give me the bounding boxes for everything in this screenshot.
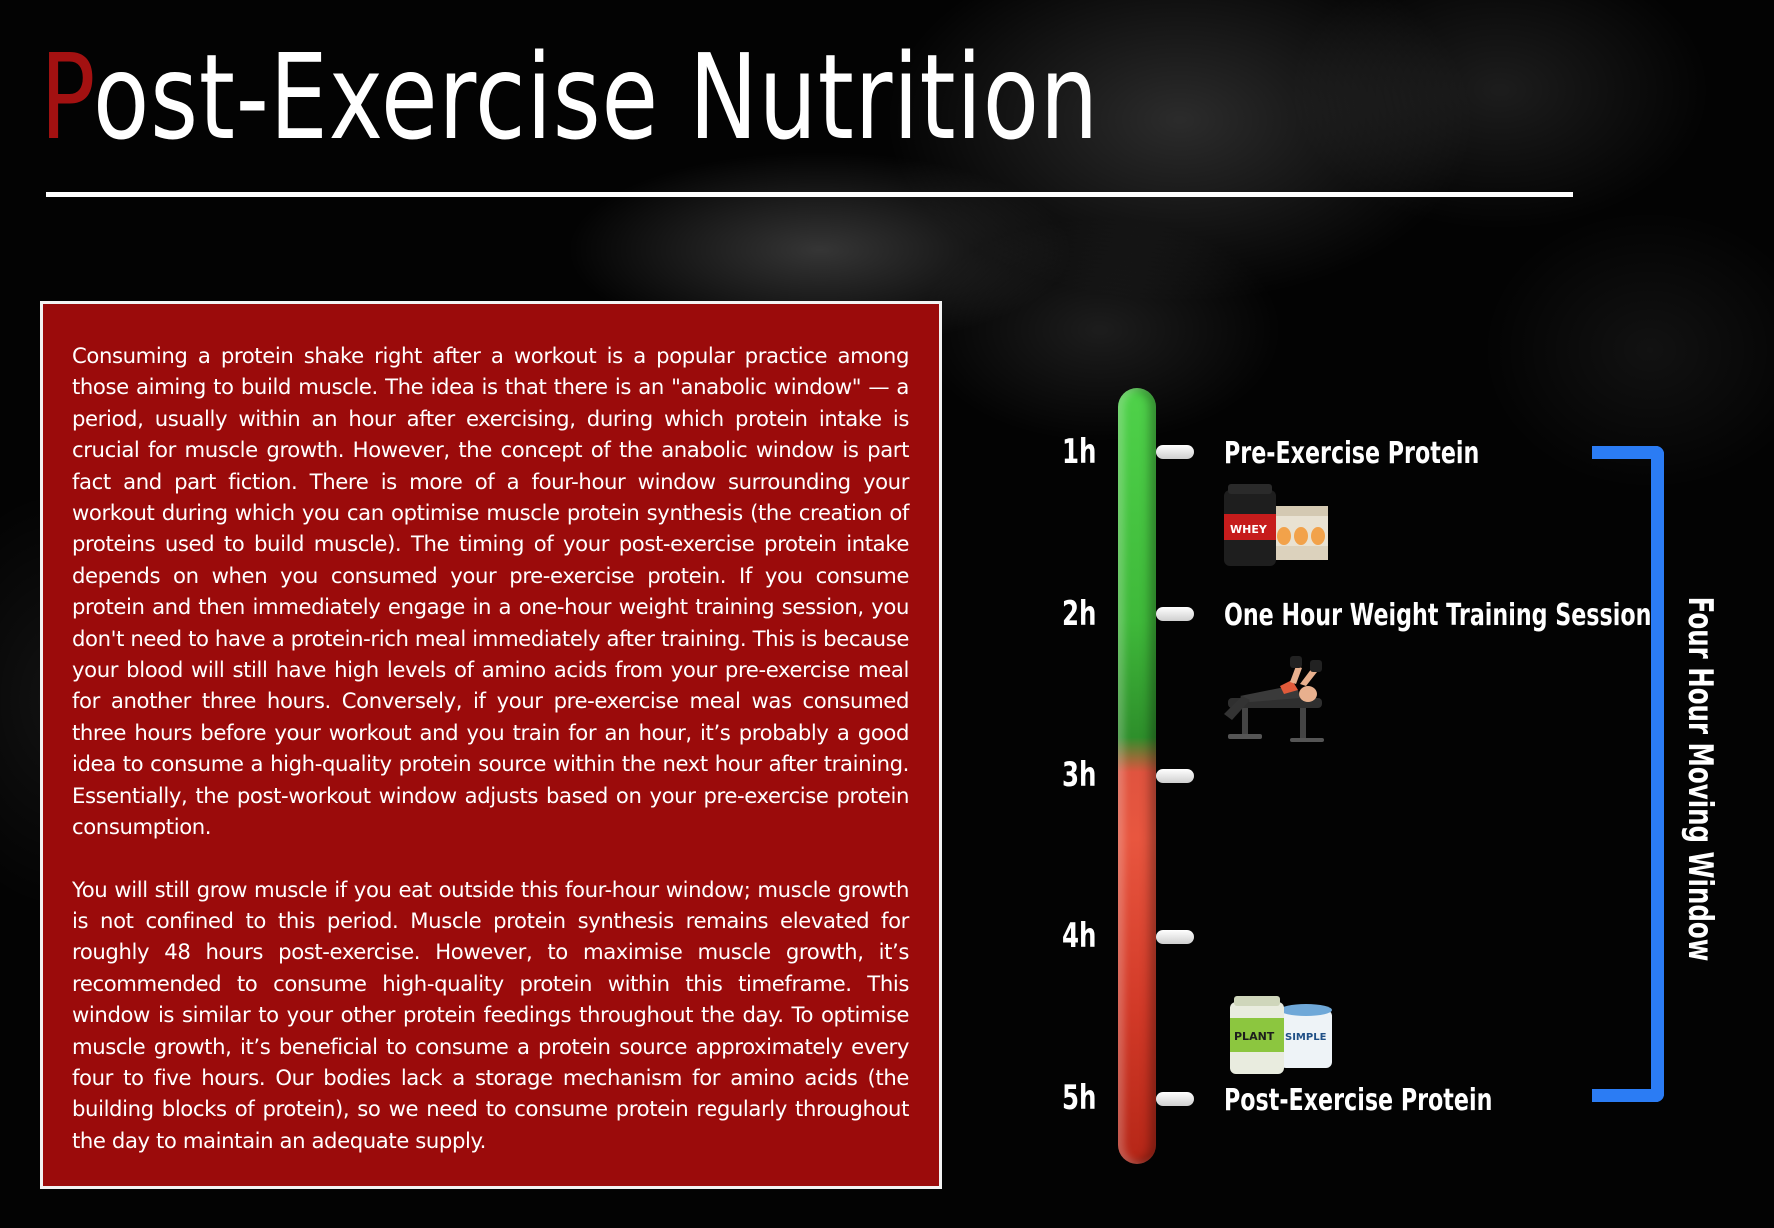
tick-mark-3h — [1156, 769, 1194, 783]
event-label-weight-training: One Hour Weight Training Session — [1224, 598, 1652, 633]
whey-tub-label: WHEY — [1230, 523, 1268, 536]
tick-label-3h: 3h — [1062, 755, 1097, 795]
four-hour-window-bracket — [1592, 446, 1664, 1102]
plant-tub-label: PLANT — [1234, 1030, 1275, 1043]
paragraph-1: Consuming a protein shake right after a … — [72, 343, 909, 840]
title-underline — [46, 192, 1573, 197]
event-label-post-exercise: Post-Exercise Protein — [1224, 1083, 1493, 1118]
tick-mark-5h — [1156, 1092, 1194, 1106]
tick-label-5h: 5h — [1062, 1078, 1097, 1118]
tick-mark-1h — [1156, 445, 1194, 459]
whey-protein-tub-and-eggs-icon: WHEY — [1224, 484, 1328, 566]
tick-label-4h: 4h — [1062, 916, 1097, 956]
tick-mark-2h — [1156, 607, 1194, 621]
page-title: Post-Exercise Nutrition — [40, 22, 1099, 172]
four-hour-window-label: Four Hour Moving Window — [1680, 596, 1720, 962]
bench-press-athlete-icon — [1224, 656, 1324, 742]
plant-protein-tub-and-yogurt-icon: SIMPLE PLANT — [1230, 996, 1332, 1074]
text-panel: Consuming a protein shake right after a … — [40, 301, 942, 1189]
yogurt-label: SIMPLE — [1285, 1032, 1327, 1043]
tick-label-1h: 1h — [1062, 432, 1097, 472]
event-label-pre-exercise: Pre-Exercise Protein — [1224, 436, 1480, 471]
tick-label-2h: 2h — [1062, 594, 1097, 634]
title-first-letter: P — [40, 28, 94, 166]
timeline-gradient-bar — [1118, 388, 1156, 1164]
title-rest: ost-Exercise Nutrition — [93, 28, 1099, 166]
tick-mark-4h — [1156, 930, 1194, 944]
paragraph-2: You will still grow muscle if you eat ou… — [72, 876, 909, 1153]
